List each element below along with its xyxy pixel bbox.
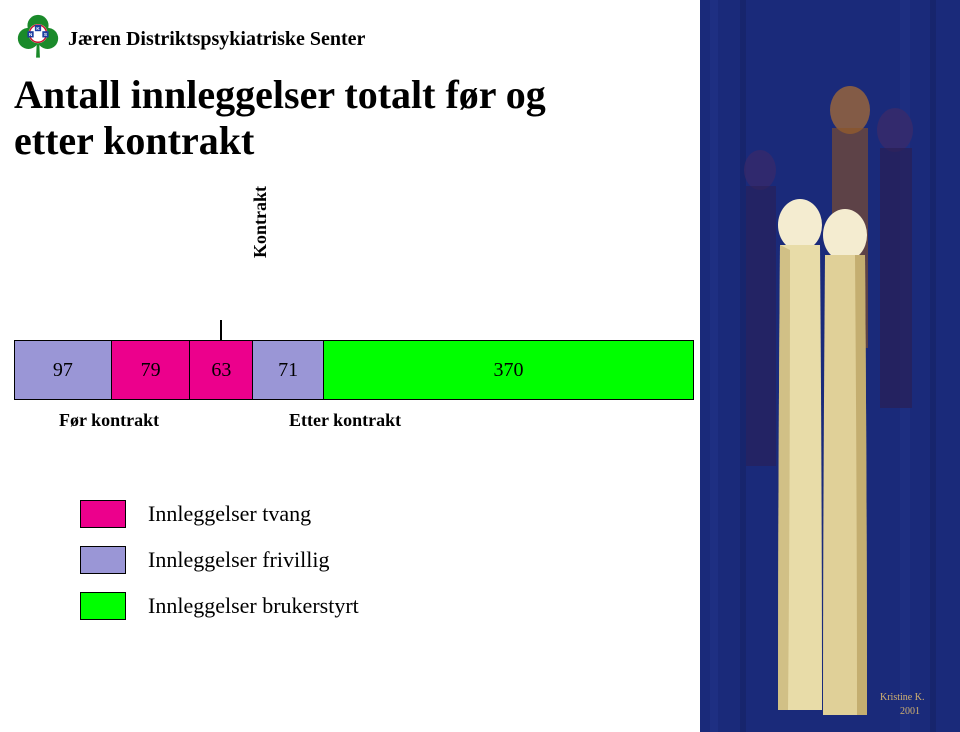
svg-text:2001: 2001: [900, 706, 920, 717]
painting-icon: Kristine K. 2001: [700, 0, 960, 732]
legend-swatch: [80, 592, 126, 620]
divider-label: Kontrakt: [250, 186, 271, 258]
title-line-2: etter kontrakt: [14, 118, 254, 163]
svg-text:K: K: [36, 26, 40, 32]
org-name: Jæren Distriktspsykiatriske Senter: [68, 28, 365, 51]
bar-segment: 370: [324, 341, 693, 399]
axis-label-before: Før kontrakt: [59, 410, 159, 431]
slide-title: Antall innleggelser totalt før og etter …: [14, 72, 546, 164]
bar-segment: 71: [253, 341, 324, 399]
legend-swatch: [80, 500, 126, 528]
svg-text:S: S: [44, 32, 47, 38]
org-logo: N K S: [14, 12, 62, 60]
bar-segment: 97: [15, 341, 112, 399]
svg-text:Kristine K.: Kristine K.: [880, 692, 924, 703]
side-painting: Kristine K. 2001: [700, 0, 960, 732]
legend: Innleggelser tvang Innleggelser frivillig…: [80, 500, 359, 638]
legend-label: Innleggelser tvang: [148, 501, 311, 527]
legend-label: Innleggelser brukerstyrt: [148, 593, 359, 619]
bar-segment: 79: [112, 341, 191, 399]
legend-item: Innleggelser brukerstyrt: [80, 592, 359, 620]
segmented-bar-chart: 97796371370: [14, 340, 694, 400]
bar-segment: 63: [190, 341, 253, 399]
divider-tick: [220, 320, 222, 340]
title-line-1: Antall innleggelser totalt før og: [14, 72, 546, 117]
clover-icon: N K S: [14, 12, 62, 60]
legend-item: Innleggelser tvang: [80, 500, 359, 528]
axis-labels: Før kontrakt Etter kontrakt: [14, 410, 694, 440]
axis-label-after: Etter kontrakt: [289, 410, 401, 431]
legend-swatch: [80, 546, 126, 574]
svg-text:N: N: [29, 32, 33, 38]
legend-label: Innleggelser frivillig: [148, 547, 329, 573]
legend-item: Innleggelser frivillig: [80, 546, 359, 574]
